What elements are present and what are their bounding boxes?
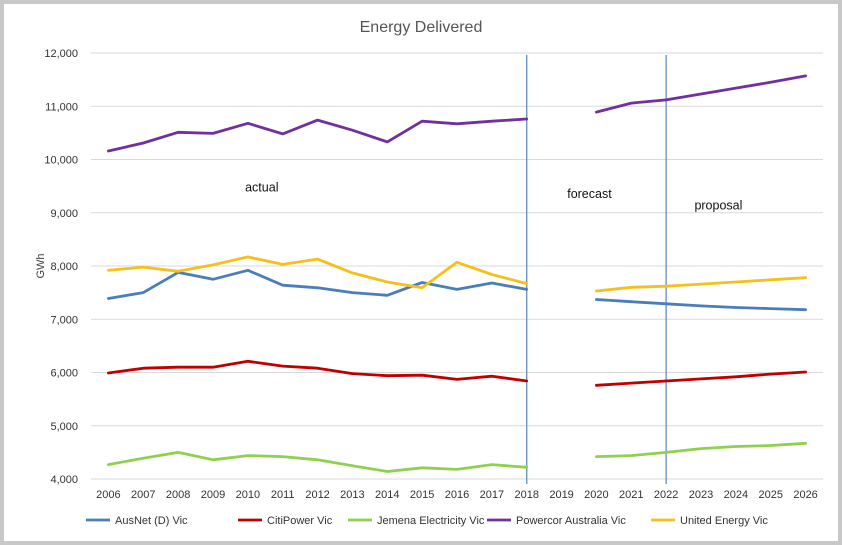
y-tick-label: 4,000 xyxy=(50,474,78,486)
gridlines xyxy=(91,52,823,480)
x-tick-label: 2007 xyxy=(131,489,155,501)
x-tick-label: 2006 xyxy=(96,489,120,501)
x-tick-label: 2017 xyxy=(480,489,504,501)
x-tick-label: 2014 xyxy=(375,489,399,501)
y-tick-label: 7,000 xyxy=(50,314,78,326)
x-tick-label: 2011 xyxy=(271,489,295,501)
chart-title: Energy Delivered xyxy=(360,19,483,36)
y-axis-ticks: 4,000 5,000 6,000 7,000 8,000 9,000 10,000 11,0… xyxy=(44,48,78,486)
x-tick-label: 2020 xyxy=(584,489,608,501)
x-tick-label: 2008 xyxy=(166,489,190,501)
x-axis-ticks: 2006 2007 2008 2009 2010 2011 2012 2013 2014 2015… xyxy=(96,489,818,501)
legend-label: Jemena Electricity Vic xyxy=(377,515,485,527)
series-line xyxy=(107,74,807,153)
x-tick-label: 2013 xyxy=(340,489,364,501)
y-tick-label: 8,000 xyxy=(50,261,78,273)
y-tick-label: 12,000 xyxy=(44,48,78,60)
x-tick-label: 2023 xyxy=(689,489,713,501)
y-tick-label: 11,000 xyxy=(45,101,78,113)
x-tick-label: 2010 xyxy=(236,489,260,501)
legend-label: AusNet (D) Vic xyxy=(115,515,188,527)
series-line xyxy=(107,268,807,312)
x-tick-label: 2012 xyxy=(305,489,329,501)
x-tick-label: 2026 xyxy=(793,489,817,501)
y-tick-label: 5,000 xyxy=(50,421,78,433)
annotation-label: proposal xyxy=(694,199,742,213)
legend: AusNet (D) Vic CitiPower Vic Jemena Electr… xyxy=(86,515,768,527)
series-line xyxy=(107,441,807,473)
series-lines xyxy=(107,74,807,473)
x-tick-label: 2022 xyxy=(654,489,678,501)
y-tick-label: 9,000 xyxy=(50,208,78,220)
x-tick-label: 2015 xyxy=(410,489,434,501)
legend-label: Powercor Australia Vic xyxy=(516,515,626,527)
series-line xyxy=(107,359,807,387)
x-tick-label: 2018 xyxy=(514,489,538,501)
legend-label: CitiPower Vic xyxy=(267,515,333,527)
period-annotations: actual forecast proposal xyxy=(245,180,742,212)
x-tick-label: 2021 xyxy=(619,489,643,501)
x-tick-label: 2009 xyxy=(201,489,225,501)
y-axis-label: GWh xyxy=(35,253,47,278)
x-tick-label: 2025 xyxy=(758,489,782,501)
y-tick-label: 6,000 xyxy=(50,368,78,380)
legend-label: United Energy Vic xyxy=(680,515,768,527)
y-tick-label: 10,000 xyxy=(44,155,78,167)
x-tick-label: 2019 xyxy=(549,489,573,501)
x-tick-label: 2016 xyxy=(445,489,469,501)
annotation-label: forecast xyxy=(567,187,612,201)
series-line xyxy=(107,255,807,293)
period-dividers xyxy=(526,55,667,484)
annotation-label: actual xyxy=(245,180,278,194)
x-tick-label: 2024 xyxy=(724,489,748,501)
